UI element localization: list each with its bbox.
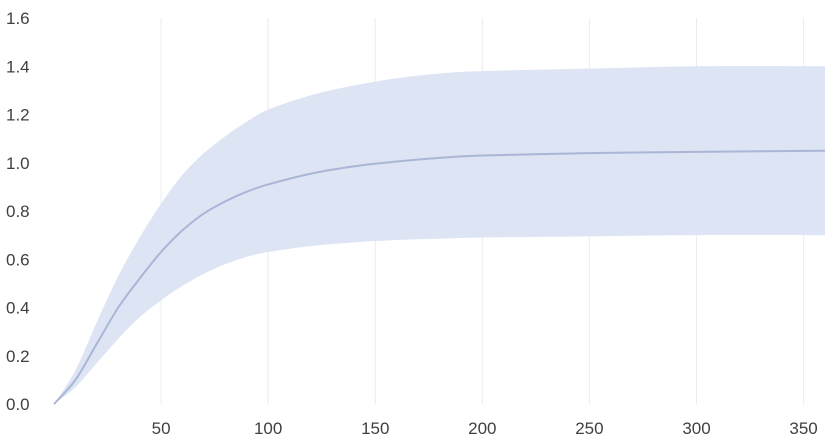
mean-line [53,149,825,405]
x-tick-label: 300 [682,419,710,438]
y-tick-label: 0.8 [6,202,30,221]
x-tick-label: 350 [789,419,817,438]
y-tick-label: 0.6 [6,250,30,269]
y-tick-label: 1.4 [6,57,30,76]
y-tick-label: 1.2 [6,106,30,125]
y-tick-label: 0.2 [6,347,30,366]
x-axis: 50 100 150 200 250 300 350 [152,419,818,438]
x-tick-label: 100 [254,419,282,438]
line-series [53,149,825,405]
y-tick-label: 1.0 [6,154,30,173]
y-tick-label: 0.4 [6,299,30,318]
x-tick-label: 250 [575,419,603,438]
y-tick-label: 1.6 [6,9,30,28]
x-tick-label: 50 [152,419,171,438]
y-axis: 0.0 0.2 0.4 0.6 0.8 1.0 1.2 1.4 1.6 [6,9,30,414]
y-tick-label: 0.0 [6,395,30,414]
x-tick-label: 150 [361,419,389,438]
band-series [54,66,825,405]
confidence-band [54,66,825,405]
x-tick-label: 200 [468,419,496,438]
